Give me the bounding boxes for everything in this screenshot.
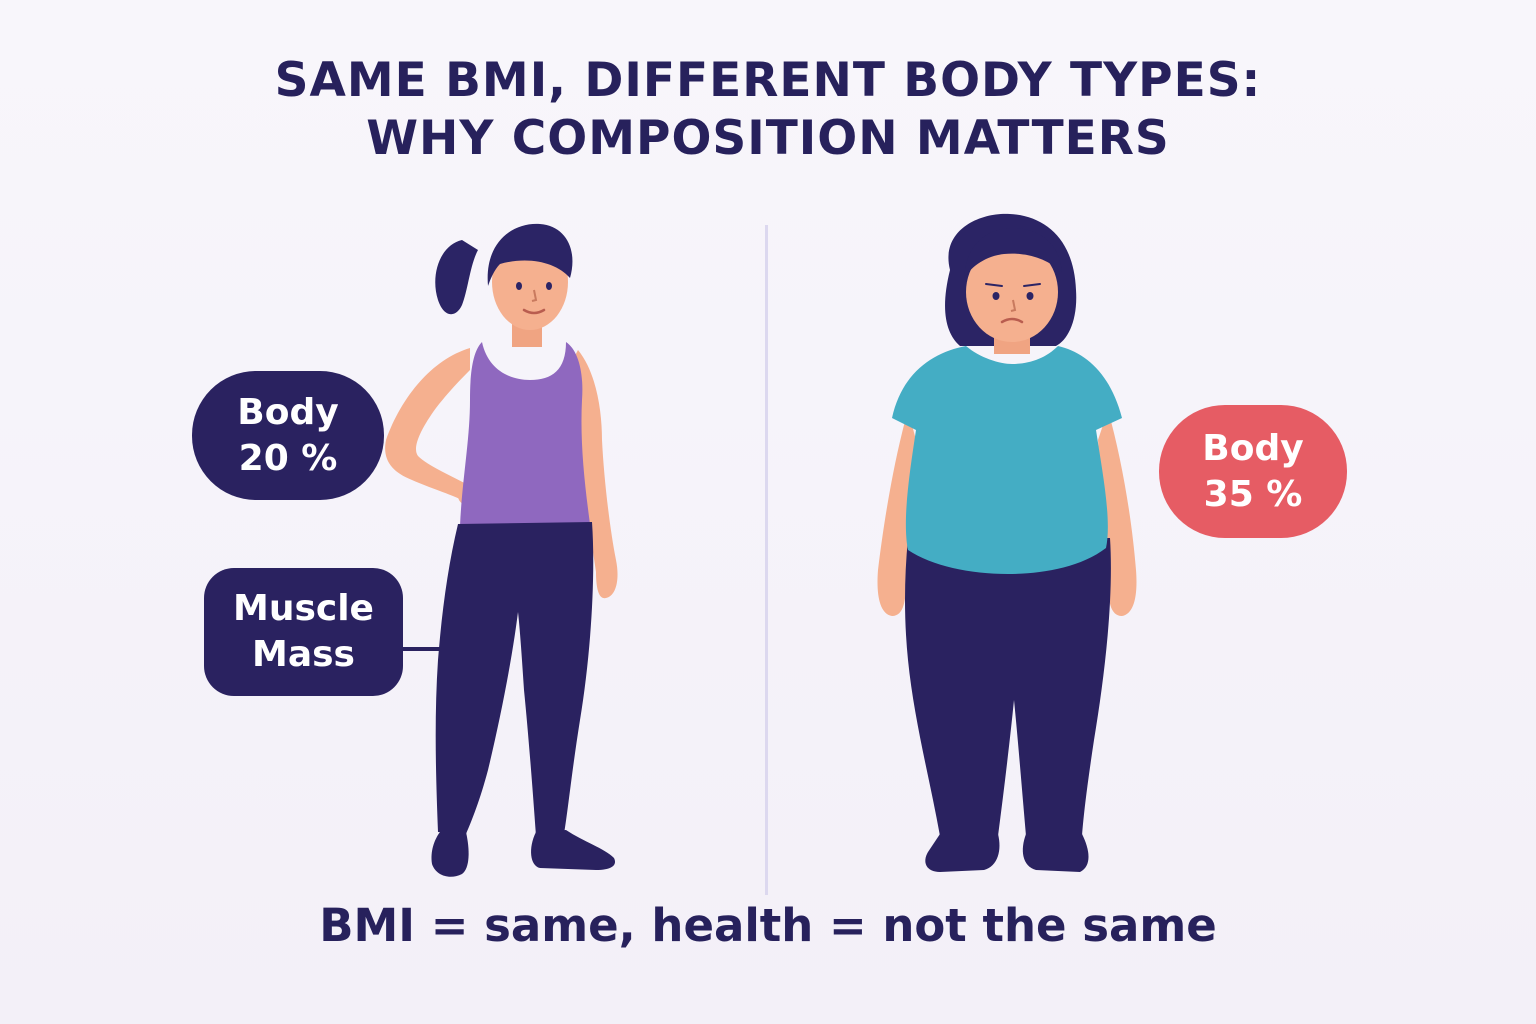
left-shoe-right-figure (925, 834, 1000, 872)
muscle-mass-connector-line (402, 647, 446, 651)
heavier-woman-illustration (877, 213, 1137, 872)
center-divider (765, 225, 768, 895)
body-fat-20-line-1: Body (237, 391, 339, 433)
right-shoe (531, 830, 616, 870)
left-hair (487, 223, 573, 286)
title-line-1: SAME BMI, DIFFERENT BODY TYPES: (274, 53, 1262, 108)
body-fat-35-line-1: Body (1202, 427, 1304, 469)
body-fat-20-callout: Body 20 % (192, 371, 384, 500)
purple-tank-top (460, 342, 590, 526)
left-arm-bent (385, 348, 470, 500)
muscle-mass-line-1: Muscle (233, 588, 374, 629)
navy-pants (905, 538, 1111, 836)
ponytail (435, 240, 478, 315)
right-shoe-right-figure (1022, 834, 1089, 872)
navy-leggings (435, 522, 594, 836)
muscle-mass-callout: Muscle Mass (204, 568, 403, 696)
body-fat-20-line-2: 20 % (238, 437, 338, 479)
muscle-mass-line-2: Mass (252, 634, 355, 675)
teal-tshirt (892, 346, 1122, 574)
right-head (966, 242, 1058, 342)
footer-caption: BMI = same, health = not the same (319, 899, 1217, 952)
left-shoe (431, 832, 469, 877)
body-fat-35-callout: Body 35 % (1159, 405, 1347, 538)
athletic-woman-illustration (385, 223, 618, 877)
page-title: SAME BMI, DIFFERENT BODY TYPES: WHY COMP… (0, 52, 1536, 168)
body-fat-35-line-2: 35 % (1203, 473, 1303, 515)
title-line-2: WHY COMPOSITION MATTERS (366, 111, 1170, 166)
